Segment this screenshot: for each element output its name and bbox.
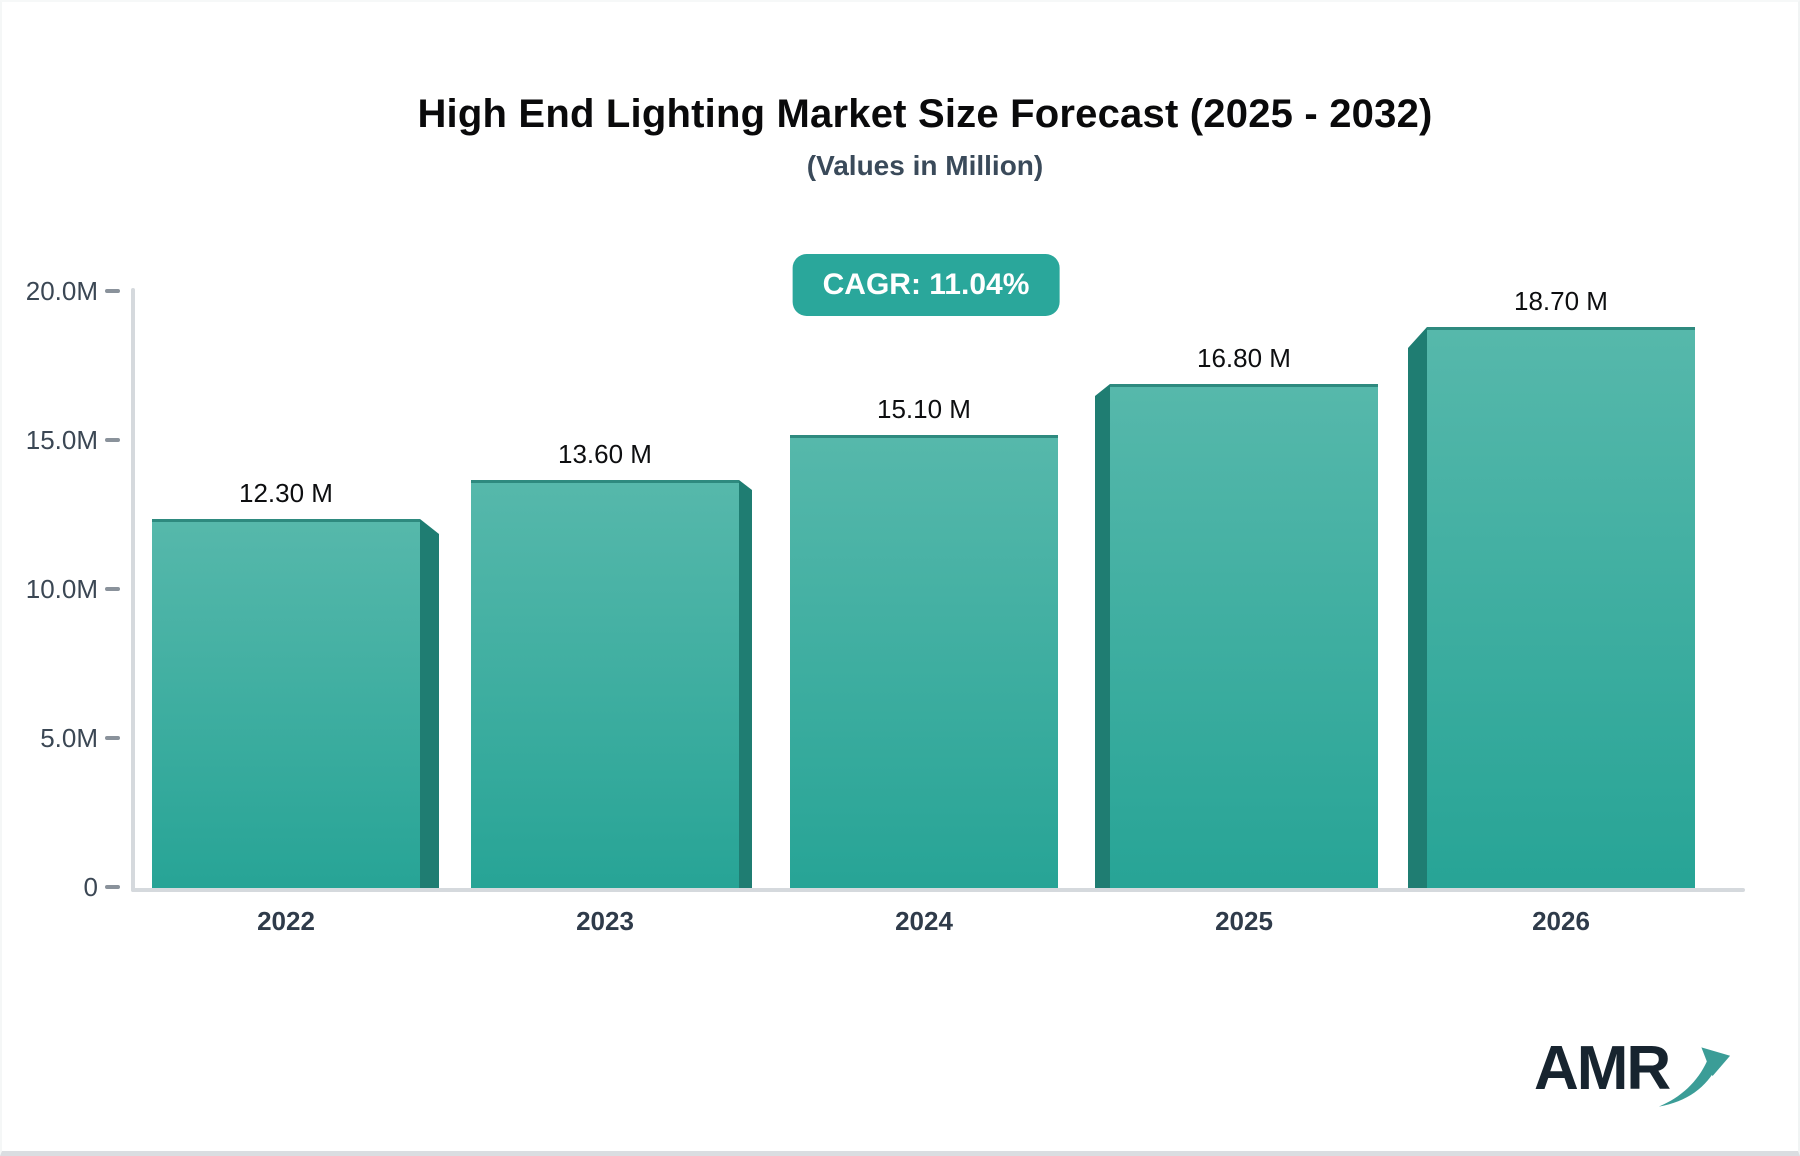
- bar: [790, 435, 1058, 888]
- bar-value-label: 13.60 M: [558, 439, 652, 469]
- x-axis-category-label: 2023: [576, 906, 634, 936]
- bar: [1110, 384, 1378, 888]
- bar-value-label: 18.70 M: [1514, 286, 1608, 316]
- y-tick-mark: [105, 736, 120, 740]
- x-axis-category-label: 2025: [1215, 906, 1273, 936]
- amr-logo: AMR: [1534, 1030, 1731, 1107]
- chart-header: High End Lighting Market Size Forecast (…: [52, 92, 1798, 182]
- cagr-badge: CAGR: 11.04%: [792, 254, 1060, 316]
- bar: [471, 480, 739, 888]
- y-tick-label: 0: [83, 872, 98, 902]
- bar: [152, 519, 420, 888]
- y-tick-label: 5.0M: [40, 723, 98, 753]
- bar: [1427, 327, 1695, 888]
- y-tick-label: 10.0M: [25, 574, 98, 604]
- bar-value-label: 12.30 M: [239, 478, 333, 508]
- y-tick-label: 15.0M: [25, 425, 98, 455]
- growth-arrow-icon: [1659, 1047, 1731, 1107]
- y-tick-mark: [105, 587, 120, 591]
- x-axis-line: [131, 888, 1745, 892]
- x-axis-category-label: 2024: [895, 906, 953, 936]
- y-tick-label: 20.0M: [25, 276, 98, 306]
- y-tick-mark: [105, 289, 120, 293]
- bar-side-panel: [739, 480, 752, 888]
- bar-side-panel: [1408, 327, 1427, 888]
- x-axis-category-label: 2026: [1532, 906, 1590, 936]
- bar-value-label: 15.10 M: [877, 394, 971, 424]
- y-axis-line: [131, 288, 135, 892]
- chart-subtitle: (Values in Million): [806, 150, 1044, 181]
- bar-value-label: 16.80 M: [1197, 343, 1291, 373]
- bar-side-panel: [420, 519, 439, 888]
- y-tick-mark: [105, 438, 120, 442]
- bar-side-panel: [1095, 384, 1110, 888]
- x-axis-category-label: 2022: [257, 906, 315, 936]
- chart-title: High End Lighting Market Size Forecast (…: [417, 92, 1433, 136]
- y-tick-mark: [105, 885, 120, 889]
- amr-logo-text: AMR: [1534, 1034, 1671, 1103]
